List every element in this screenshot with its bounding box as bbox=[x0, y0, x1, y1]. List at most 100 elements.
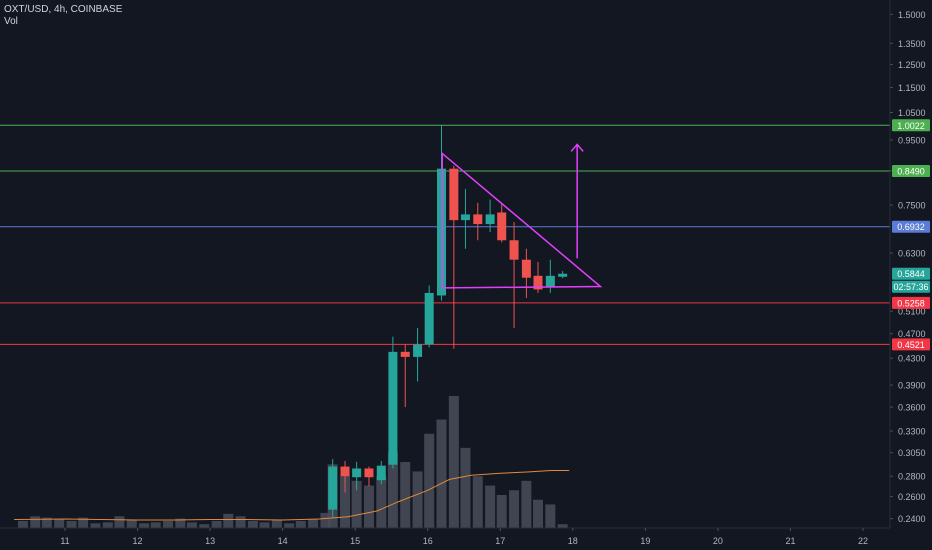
chart-header: OXT/USD, 4h, COINBASE Vol bbox=[4, 4, 122, 28]
volume-bar bbox=[126, 519, 137, 528]
volume-bar bbox=[223, 513, 234, 528]
volume-bar bbox=[30, 516, 41, 528]
volume-bar bbox=[557, 524, 568, 528]
time-axis-tick-label: 18 bbox=[568, 536, 578, 546]
volume-bar bbox=[199, 524, 210, 528]
time-axis-tick-label: 19 bbox=[640, 536, 650, 546]
volume-bar bbox=[54, 519, 65, 528]
level-price-label: 1.0022 bbox=[897, 121, 925, 131]
bullish-candle-body bbox=[376, 465, 386, 481]
volume-bar bbox=[363, 485, 374, 528]
bearish-candle-body bbox=[449, 168, 459, 221]
bearish-candle-body bbox=[340, 466, 350, 477]
bearish-candle-body bbox=[400, 351, 410, 357]
volume-bar bbox=[284, 523, 295, 528]
level-price-tag bbox=[892, 296, 930, 309]
bearish-candle-body bbox=[473, 214, 483, 225]
volume-bar bbox=[259, 522, 270, 528]
time-axis-tick-label: 15 bbox=[350, 536, 360, 546]
bullish-candle-body bbox=[485, 214, 495, 225]
volume-bar bbox=[472, 476, 483, 528]
time-axis-tick-label: 13 bbox=[205, 536, 215, 546]
price-axis-tick-label: 0.6300 bbox=[898, 249, 926, 259]
price-axis-tick-label: 0.4700 bbox=[898, 329, 926, 339]
volume-bar bbox=[308, 519, 319, 528]
volume-bar bbox=[340, 476, 351, 528]
price-axis-tick-label: 1.5000 bbox=[898, 10, 926, 20]
price-axis-tick-label: 0.3600 bbox=[898, 403, 926, 413]
price-axis-labels: 1.0022 0.8490 0.6932 0.5258 0.4521 0.5844 02:5… bbox=[892, 119, 930, 351]
volume-bar bbox=[247, 520, 258, 528]
level-price-tag bbox=[892, 338, 930, 351]
time-axis-tick-label: 12 bbox=[133, 536, 143, 546]
symbol-title[interactable]: OXT/USD, 4h, COINBASE bbox=[4, 4, 123, 15]
volume-bar bbox=[532, 499, 543, 528]
volume-bar bbox=[320, 512, 331, 528]
bearish-candle-body bbox=[533, 275, 543, 290]
volume-bar bbox=[66, 520, 77, 528]
price-axis-tick-label: 0.2400 bbox=[898, 514, 926, 524]
time-axis-tick-label: 11 bbox=[60, 536, 69, 546]
volume-bar bbox=[545, 504, 556, 528]
price-axis-tick-label: 0.7500 bbox=[898, 201, 926, 211]
breakout-arrowhead bbox=[570, 143, 584, 152]
volume-bar bbox=[175, 518, 186, 528]
bullish-candle-body bbox=[328, 466, 338, 510]
volume-indicator-label[interactable]: Vol bbox=[4, 16, 18, 27]
volume-bar bbox=[186, 522, 197, 528]
price-axis-tick-label: 0.3900 bbox=[898, 381, 926, 391]
volume-bar bbox=[376, 476, 387, 528]
price-axis-tick-label: 1.0500 bbox=[898, 108, 926, 118]
volume-bar bbox=[496, 495, 507, 528]
volume-bar bbox=[448, 396, 459, 528]
volume-bar bbox=[139, 523, 150, 528]
descending-triangle-drawing[interactable] bbox=[441, 143, 603, 289]
volume-bar bbox=[17, 520, 28, 528]
volume-bar bbox=[211, 520, 222, 528]
volume-bar bbox=[271, 519, 282, 528]
triangle-pattern bbox=[441, 151, 603, 289]
bullish-candle-body bbox=[388, 351, 398, 465]
price-axis-tick-label: 1.2500 bbox=[898, 60, 926, 70]
volume-bar bbox=[509, 490, 520, 528]
level-price-label: 0.5258 bbox=[897, 298, 925, 308]
time-axis-tick-label: 14 bbox=[278, 536, 288, 546]
volume-bar bbox=[163, 520, 174, 528]
time-axis[interactable]: 11 12 13 14 15 16 17 18 19 20 21 22 bbox=[60, 528, 868, 546]
price-axis-tick-label: 0.3300 bbox=[898, 427, 926, 437]
volume-bar bbox=[114, 516, 125, 528]
time-axis-tick-label: 22 bbox=[858, 536, 868, 546]
volume-bar bbox=[485, 485, 496, 528]
volume-bar bbox=[521, 480, 532, 528]
bullish-candle-body bbox=[352, 468, 362, 478]
volume-layer bbox=[14, 396, 570, 528]
bullish-candle-body bbox=[545, 275, 555, 288]
time-axis-tick-label: 17 bbox=[495, 536, 505, 546]
volume-bar bbox=[90, 523, 101, 528]
volume-bar bbox=[102, 522, 113, 528]
bearish-candle-body bbox=[509, 240, 519, 260]
price-axis[interactable]: 1.50001.35001.25001.15001.05000.95000.85… bbox=[890, 10, 926, 524]
volume-bar bbox=[436, 419, 447, 528]
price-axis-tick-label: 0.5100 bbox=[898, 307, 926, 317]
volume-bar bbox=[387, 452, 398, 528]
level-price-tag bbox=[892, 119, 930, 132]
price-axis-tick-label: 1.3500 bbox=[898, 39, 926, 49]
price-axis-tick-label: 1.1500 bbox=[898, 83, 926, 93]
volume-bar bbox=[424, 433, 435, 528]
price-axis-tick-label: 0.4300 bbox=[898, 354, 926, 364]
bullish-candle-body bbox=[424, 292, 434, 345]
bullish-candle-body bbox=[413, 344, 423, 357]
time-axis-tick-label: 20 bbox=[713, 536, 723, 546]
volume-bar bbox=[150, 522, 161, 528]
level-price-label: 0.8490 bbox=[897, 166, 925, 176]
price-axis-tick-label: 0.2800 bbox=[898, 472, 926, 482]
level-price-tag bbox=[892, 220, 930, 233]
bullish-candle-body bbox=[558, 273, 568, 277]
bearish-candle-body bbox=[497, 212, 507, 241]
time-axis-tick-label: 16 bbox=[423, 536, 433, 546]
bearish-candle-body bbox=[521, 259, 531, 278]
volume-bar bbox=[351, 480, 362, 528]
price-axis-tick-label: 0.3050 bbox=[898, 448, 926, 458]
